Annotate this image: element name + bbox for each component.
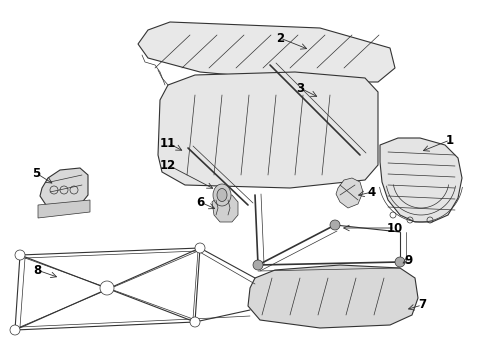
Polygon shape bbox=[336, 178, 363, 208]
Polygon shape bbox=[38, 200, 90, 218]
Text: 2: 2 bbox=[276, 32, 284, 45]
Circle shape bbox=[195, 243, 205, 253]
Text: 7: 7 bbox=[418, 298, 426, 311]
Circle shape bbox=[395, 257, 405, 267]
Polygon shape bbox=[138, 22, 395, 82]
Text: 11: 11 bbox=[160, 136, 176, 149]
Text: 12: 12 bbox=[160, 158, 176, 171]
Ellipse shape bbox=[213, 184, 231, 206]
Circle shape bbox=[330, 220, 340, 230]
Polygon shape bbox=[40, 168, 88, 210]
Polygon shape bbox=[212, 195, 238, 222]
Circle shape bbox=[10, 325, 20, 335]
Text: 10: 10 bbox=[387, 221, 403, 234]
Polygon shape bbox=[158, 72, 378, 188]
Ellipse shape bbox=[217, 189, 227, 202]
Text: 3: 3 bbox=[296, 81, 304, 95]
Circle shape bbox=[253, 260, 263, 270]
Text: 4: 4 bbox=[368, 185, 376, 198]
Text: 6: 6 bbox=[196, 195, 204, 208]
Circle shape bbox=[15, 250, 25, 260]
Circle shape bbox=[190, 317, 200, 327]
Text: 8: 8 bbox=[33, 264, 41, 276]
Polygon shape bbox=[248, 265, 418, 328]
Circle shape bbox=[100, 281, 114, 295]
Text: 9: 9 bbox=[404, 253, 412, 266]
Polygon shape bbox=[380, 138, 462, 222]
Text: 1: 1 bbox=[446, 134, 454, 147]
Text: 5: 5 bbox=[32, 166, 40, 180]
